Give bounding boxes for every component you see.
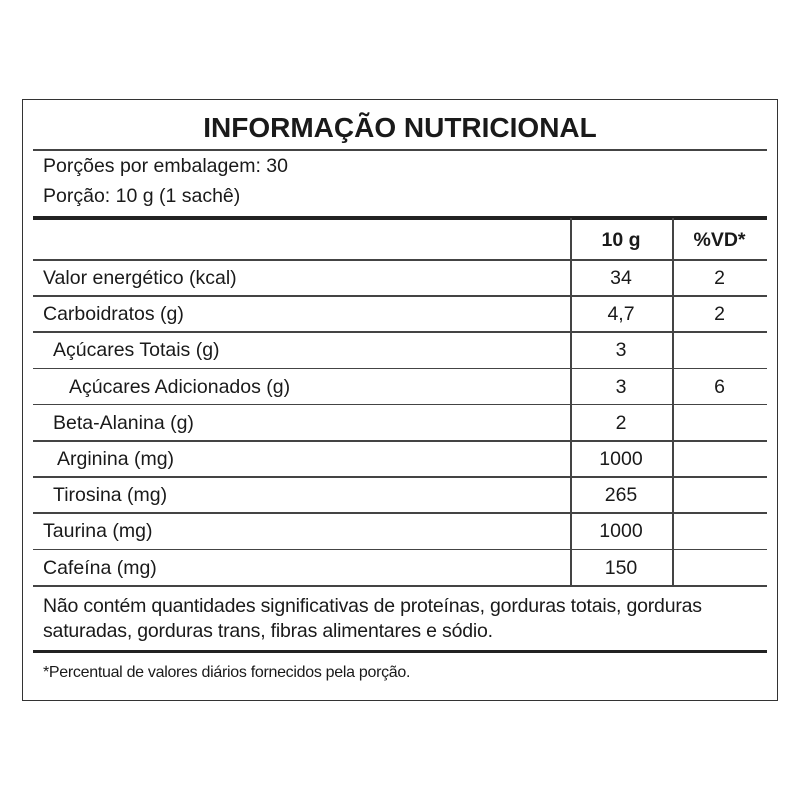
- row-divider: [33, 331, 767, 333]
- row-divider: [33, 295, 767, 297]
- row-divider: [33, 440, 767, 442]
- nutrient-label: Cafeína (mg): [43, 556, 157, 579]
- row-divider: [33, 259, 767, 261]
- nutrient-label: Carboidratos (g): [43, 303, 184, 326]
- nutrition-label-frame: [22, 99, 778, 701]
- nutrient-dv: 2: [714, 267, 725, 289]
- nutrient-amount: 150: [604, 556, 638, 579]
- nutrient-amount: 265: [604, 484, 638, 507]
- nutrient-label: Valor energético (kcal): [43, 267, 237, 289]
- column-divider: [570, 218, 572, 585]
- row-divider: [33, 548, 767, 551]
- table-row: Açúcares Adicionados (g) 3 6: [33, 369, 767, 405]
- table-row: Tirosina (mg) 265: [33, 477, 767, 513]
- nutrient-label: Tirosina (mg): [53, 484, 168, 507]
- table-row: Açúcares Totais (g) 3: [33, 332, 767, 368]
- thick-divider: [33, 216, 767, 220]
- serving-size: Porção: 10 g (1 sachê): [43, 185, 241, 207]
- footnote: *Percentual de valores diários fornecido…: [43, 664, 411, 681]
- nutrient-dv: 2: [714, 303, 725, 326]
- divider: [33, 585, 767, 587]
- nutrient-amount: 3: [615, 375, 627, 398]
- nutrient-label: Beta-Alanina (g): [53, 411, 194, 434]
- nutrient-dv: 6: [714, 375, 725, 398]
- row-divider: [33, 476, 767, 478]
- nutrient-label: Taurina (mg): [43, 520, 153, 543]
- nutrient-amount: 1000: [599, 520, 643, 543]
- nutrient-amount: 1000: [599, 448, 643, 470]
- label-title: INFORMAÇÃO NUTRICIONAL: [203, 112, 597, 143]
- column-divider: [672, 218, 674, 585]
- row-divider: [33, 367, 767, 370]
- nutrient-label: Açúcares Totais (g): [53, 339, 220, 362]
- servings-per-package: Porções por embalagem: 30: [43, 155, 288, 177]
- row-divider: [33, 403, 767, 406]
- table-row: Beta-Alanina (g) 2: [33, 405, 767, 441]
- not-significant-note: Não contém quantidades significativas de…: [43, 595, 702, 642]
- nutrient-label: Açúcares Adicionados (g): [69, 375, 291, 398]
- table-header: 10 g %VD*: [33, 222, 767, 258]
- table-row: Valor energético (kcal) 34 2: [33, 260, 767, 296]
- nutrient-amount: 2: [615, 411, 627, 434]
- row-divider: [33, 512, 767, 514]
- table-row: Cafeína (mg) 150: [33, 550, 767, 586]
- thick-divider: [33, 650, 767, 653]
- header-amount: 10 g: [601, 229, 641, 251]
- header-dv: %VD*: [693, 229, 746, 251]
- nutrient-amount: 34: [610, 267, 632, 289]
- table-row: Arginina (mg) 1000: [33, 441, 767, 477]
- divider: [33, 149, 767, 151]
- table-row: Carboidratos (g) 4,7 2: [33, 296, 767, 332]
- nutrient-label: Arginina (mg): [57, 448, 175, 470]
- nutrient-amount: 3: [615, 339, 627, 362]
- nutrient-amount: 4,7: [607, 303, 635, 326]
- table-row: Taurina (mg) 1000: [33, 513, 767, 549]
